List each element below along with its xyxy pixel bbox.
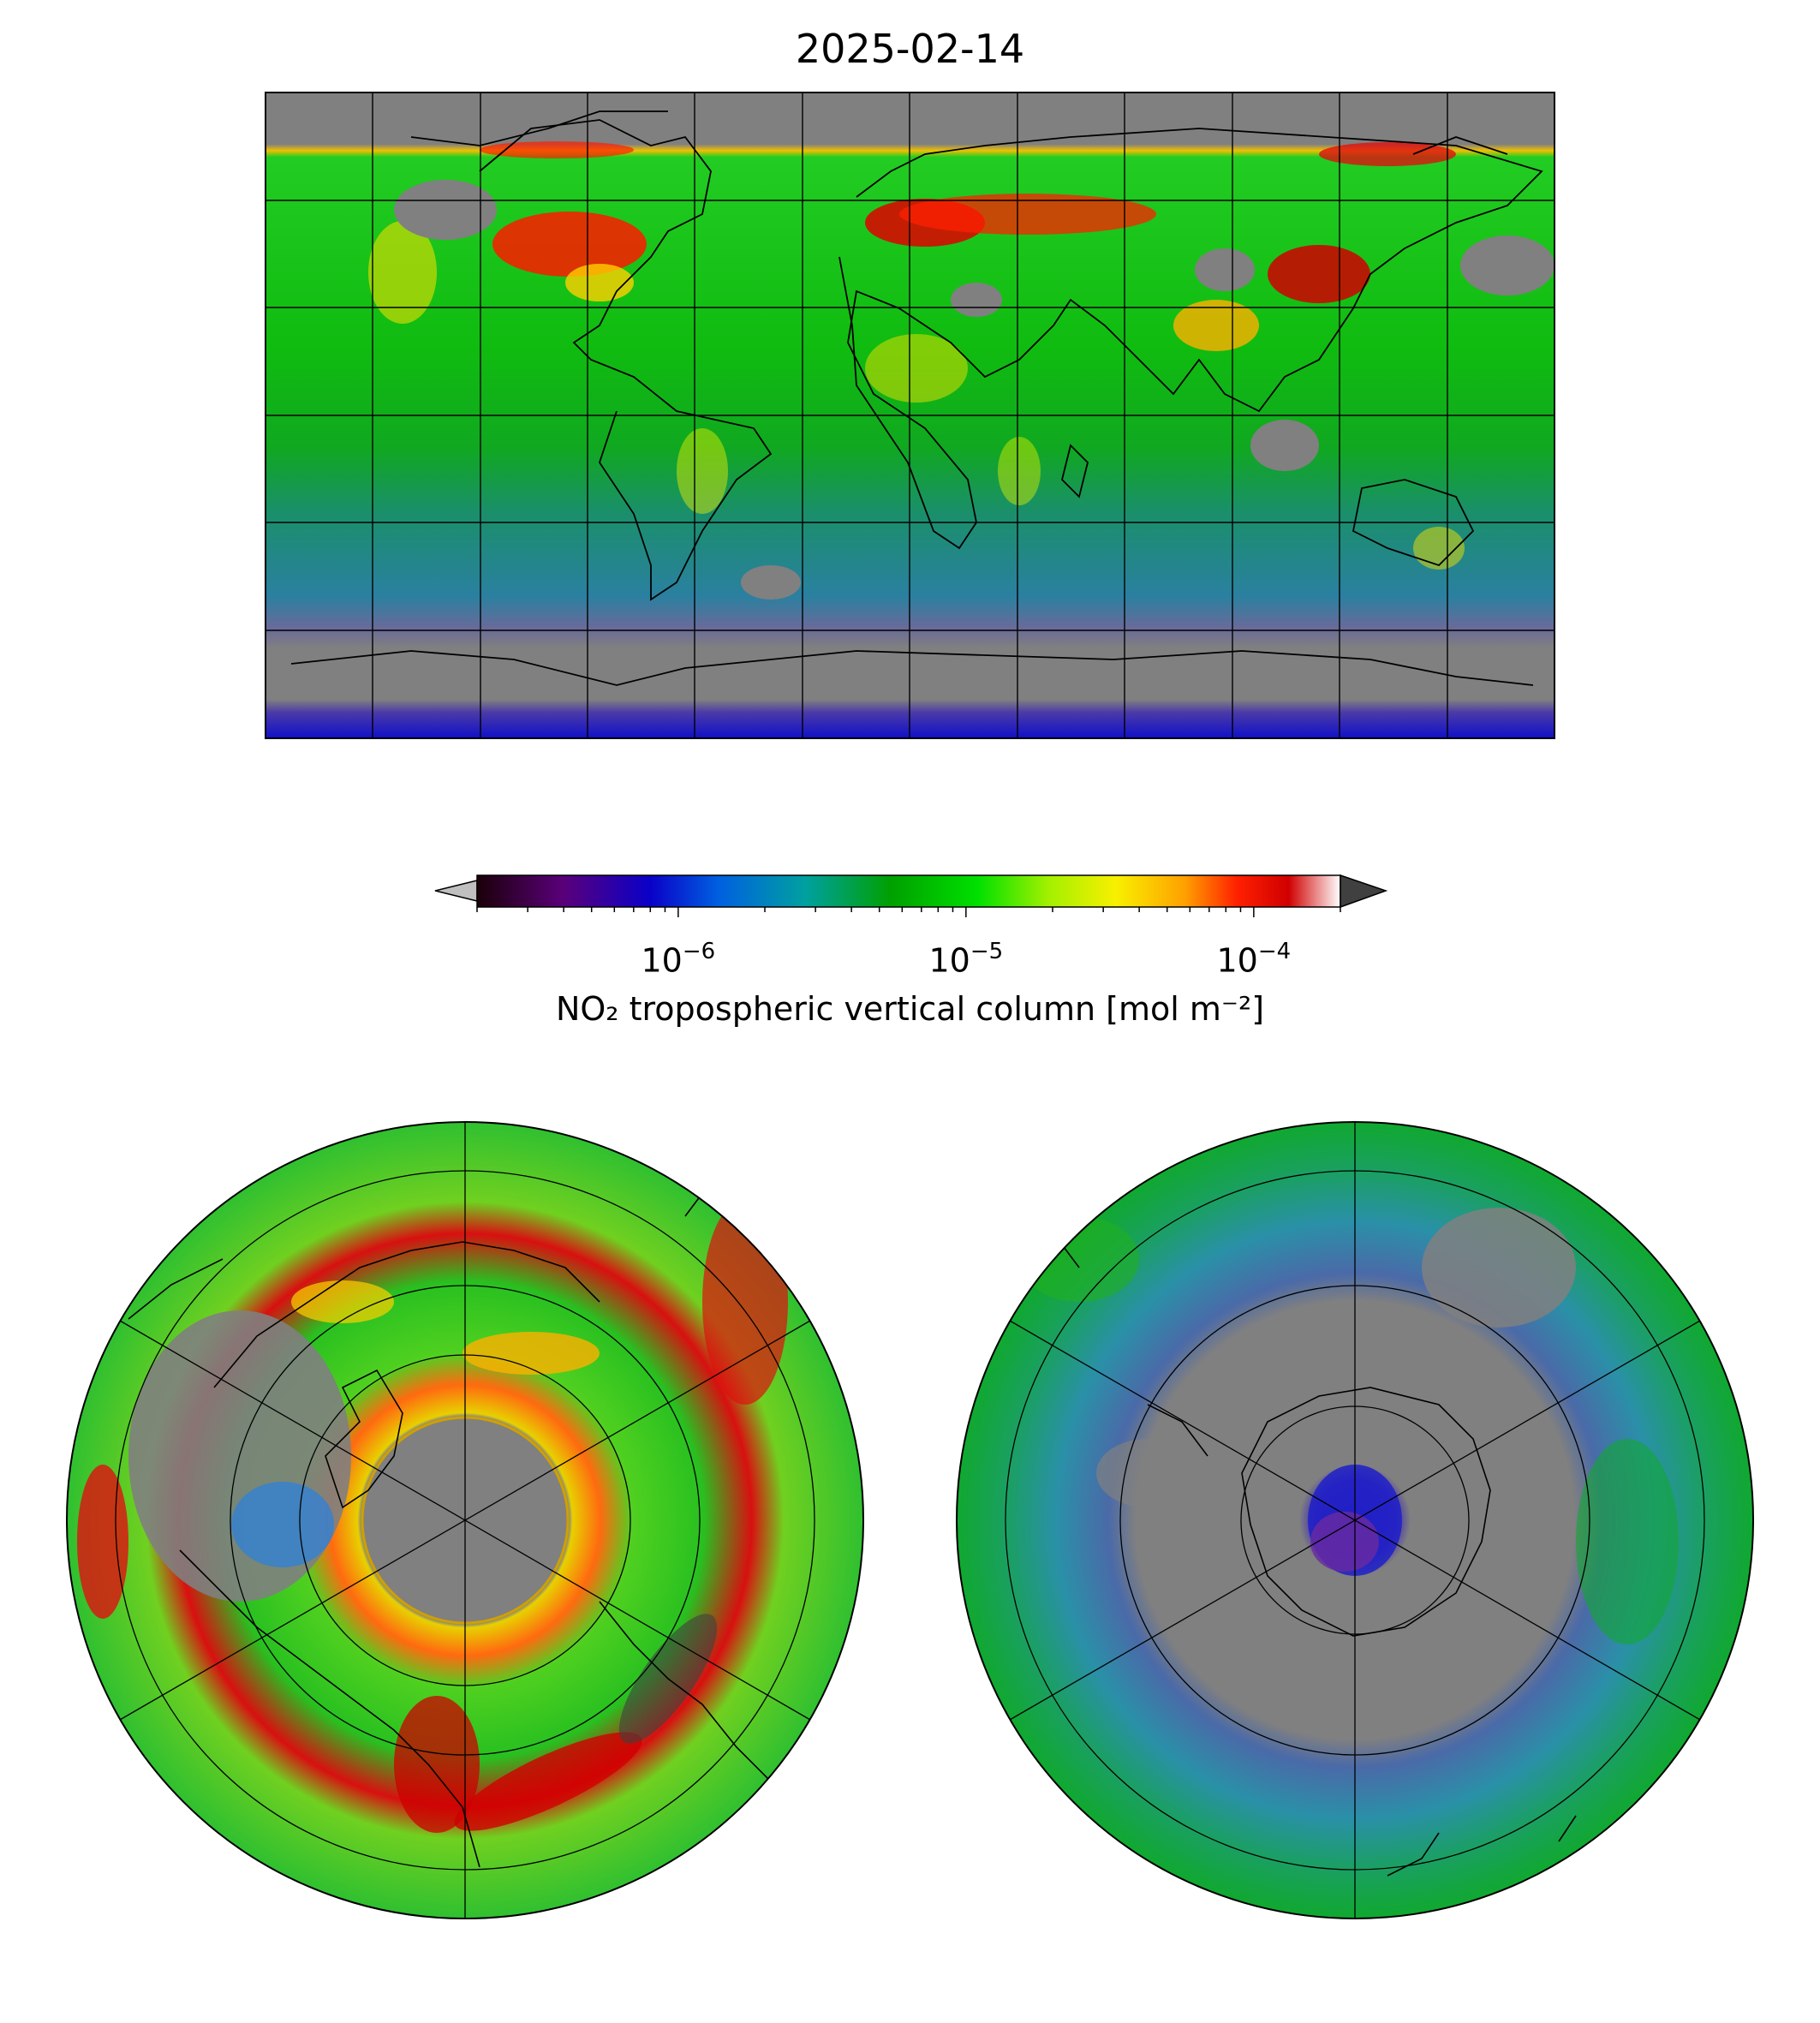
colorbar-tick-label: 10−6 bbox=[641, 939, 716, 980]
colorbar bbox=[434, 874, 1388, 917]
north-polar-map bbox=[67, 1122, 863, 1919]
figure-title: 2025-02-14 bbox=[795, 26, 1025, 72]
coastlines bbox=[290, 110, 1543, 686]
sp-gridlines bbox=[1005, 1122, 1705, 1919]
colorbar-label: NO₂ tropospheric vertical column [mol m⁻… bbox=[555, 990, 1265, 1028]
colorbar-under-extend bbox=[434, 880, 478, 902]
colorbar-gradient bbox=[476, 874, 1341, 908]
colorbar-tick-label: 10−4 bbox=[1216, 939, 1292, 980]
global-map bbox=[266, 92, 1554, 738]
south-polar-map bbox=[957, 1122, 1753, 1919]
emission-hotspots bbox=[368, 141, 1465, 570]
nodata-patches bbox=[394, 180, 1554, 600]
south-polar-map-frame bbox=[956, 1121, 1754, 1919]
np-coastlines bbox=[128, 1138, 772, 1868]
gridlines bbox=[266, 92, 1554, 738]
colorbar-tick-marks bbox=[476, 907, 1341, 917]
colorbar-tick-label: 10−5 bbox=[928, 939, 1004, 980]
north-polar-map-frame bbox=[66, 1121, 864, 1919]
sp-features bbox=[1019, 1208, 1679, 1644]
colorbar-over-extend bbox=[1340, 874, 1388, 909]
np-gridlines bbox=[115, 1122, 815, 1919]
global-map-frame bbox=[265, 92, 1555, 739]
